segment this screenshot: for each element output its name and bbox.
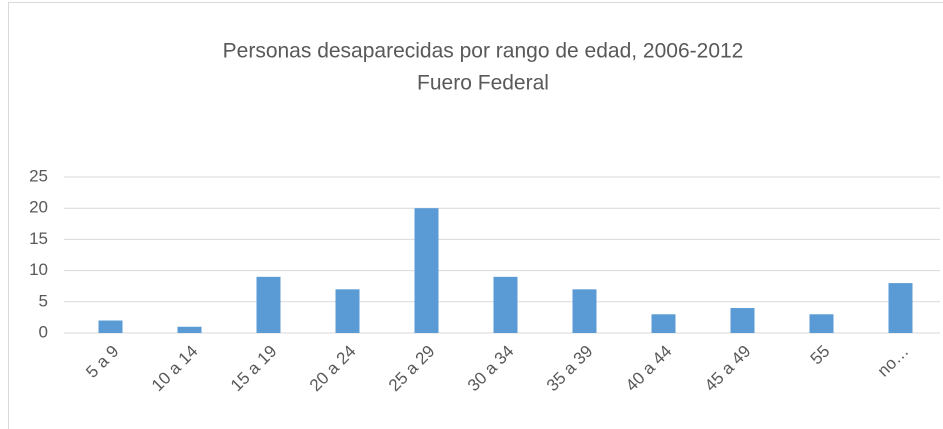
bar (572, 289, 597, 333)
y-tick-label: 15 (29, 229, 48, 248)
bar (809, 314, 834, 333)
bar (651, 314, 676, 333)
bar (888, 283, 913, 333)
y-tick-label: 20 (29, 198, 48, 217)
y-tick-label: 5 (39, 291, 48, 310)
bar (730, 308, 755, 333)
chart-title: Personas desaparecidas por rango de edad… (223, 40, 744, 63)
bar (98, 320, 123, 333)
y-tick-label: 0 (39, 322, 48, 341)
bar (414, 208, 439, 333)
y-tick-label: 25 (29, 166, 48, 185)
chart-border (8, 2, 943, 429)
y-tick-label: 10 (29, 260, 48, 279)
bar (256, 276, 281, 333)
bar (335, 289, 360, 333)
bar (493, 276, 518, 333)
chart-subtitle: Fuero Federal (417, 72, 549, 95)
bar (177, 326, 202, 333)
